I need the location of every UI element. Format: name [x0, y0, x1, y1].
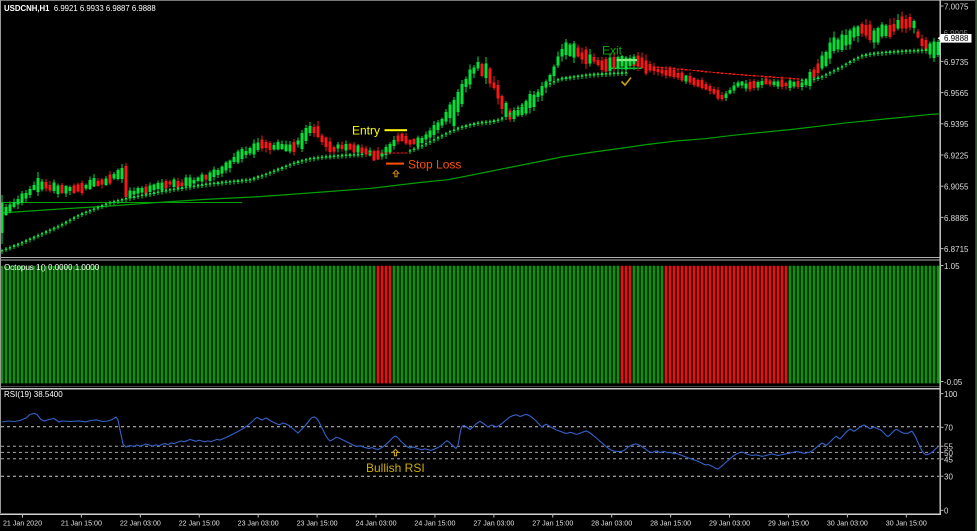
svg-text:RSI(19) 38.5400: RSI(19) 38.5400	[4, 390, 63, 399]
svg-text:Stop Loss: Stop Loss	[408, 158, 461, 172]
svg-text:100: 100	[944, 390, 958, 399]
svg-text:28 Jan 15:00: 28 Jan 15:00	[650, 520, 691, 528]
svg-text:30 Jan 15:00: 30 Jan 15:00	[886, 520, 927, 528]
svg-text:23 Jan 15:00: 23 Jan 15:00	[297, 520, 338, 528]
svg-text:30 Jan 03:00: 30 Jan 03:00	[827, 520, 868, 528]
svg-text:21 Jan 15:00: 21 Jan 15:00	[61, 520, 102, 528]
svg-text:6.9225: 6.9225	[944, 151, 969, 160]
svg-text:50: 50	[944, 449, 953, 458]
svg-text:27 Jan 15:00: 27 Jan 15:00	[532, 520, 573, 528]
svg-text:28 Jan 03:00: 28 Jan 03:00	[591, 520, 632, 528]
svg-text:45: 45	[944, 455, 953, 464]
svg-text:70: 70	[944, 424, 953, 433]
svg-text:55: 55	[944, 443, 953, 452]
svg-text:6.9055: 6.9055	[944, 183, 969, 192]
svg-text:1.05: 1.05	[944, 262, 960, 271]
svg-text:6.9888: 6.9888	[944, 34, 969, 43]
svg-text:24 Jan 03:00: 24 Jan 03:00	[356, 520, 397, 528]
svg-text:-0.05: -0.05	[944, 378, 963, 387]
svg-text:27 Jan 03:00: 27 Jan 03:00	[473, 520, 514, 528]
svg-text:Exit: Exit	[602, 44, 623, 58]
svg-text:29 Jan 03:00: 29 Jan 03:00	[709, 520, 750, 528]
svg-text:USDCNH,H1 6.9921 6.9933 6.988: USDCNH,H1 6.9921 6.9933 6.9887 6.9888	[4, 4, 156, 13]
svg-text:29 Jan 15:00: 29 Jan 15:00	[768, 520, 809, 528]
svg-text:Octopus 1() 0.0000 1.0000: Octopus 1() 0.0000 1.0000	[4, 263, 100, 272]
svg-text:21 Jan 2020: 21 Jan 2020	[3, 520, 42, 528]
svg-text:6.8885: 6.8885	[944, 214, 969, 223]
svg-text:7.0075: 7.0075	[944, 2, 969, 11]
svg-text:24 Jan 15:00: 24 Jan 15:00	[414, 520, 455, 528]
svg-text:6.9565: 6.9565	[944, 89, 969, 98]
svg-text:Bullish RSI: Bullish RSI	[366, 461, 425, 475]
svg-text:6.8715: 6.8715	[944, 245, 969, 254]
svg-text:22 Jan 15:00: 22 Jan 15:00	[179, 520, 220, 528]
svg-text:22 Jan 03:00: 22 Jan 03:00	[120, 520, 161, 528]
svg-text:6.9905: 6.9905	[944, 29, 969, 38]
svg-text:30: 30	[944, 473, 953, 482]
svg-text:0: 0	[944, 507, 949, 516]
svg-text:Entry: Entry	[352, 124, 380, 138]
svg-text:6.9735: 6.9735	[944, 58, 969, 67]
svg-text:23 Jan 03:00: 23 Jan 03:00	[238, 520, 279, 528]
svg-text:6.9395: 6.9395	[944, 120, 969, 129]
